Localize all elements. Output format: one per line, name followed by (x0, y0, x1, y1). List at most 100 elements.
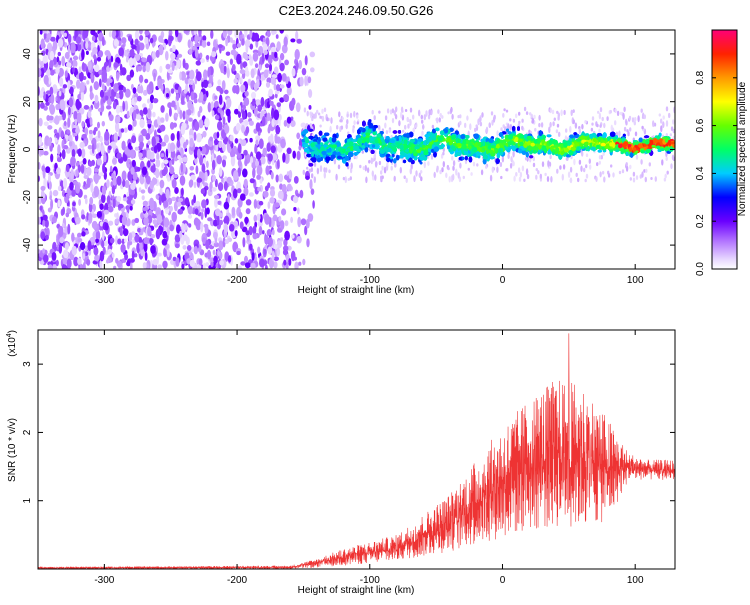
spectrogram-noise-cell (194, 121, 200, 132)
spectrogram-noise-cell (580, 165, 583, 172)
spectrogram-noise-cell (70, 42, 76, 54)
spectrogram-noise-cell (204, 224, 208, 234)
spectrogram-noise-cell (139, 141, 145, 148)
spectrogram-noise-cell (409, 107, 413, 113)
spectrogram-noise-cell (280, 220, 285, 231)
spectrogram-noise-cell (65, 164, 70, 173)
spectrogram-noise-cell (286, 183, 292, 191)
spectrogram-noise-cell (107, 205, 114, 213)
spectrogram-noise-cell (464, 122, 467, 128)
spectrogram-noise-cell (108, 31, 112, 38)
spectrogram-noise-cell (99, 203, 104, 210)
spectrogram-noise-cell (237, 111, 242, 118)
spectrogram-noise-cell (491, 166, 494, 173)
spectrogram-noise-cell (224, 239, 229, 244)
spectrogram-noise-cell (176, 201, 182, 207)
spectrogram-noise-cell (239, 69, 246, 75)
spectrogram-noise-cell (167, 68, 173, 74)
spectrogram-noise-cell (279, 62, 285, 72)
spectrogram-noise-cell (132, 87, 137, 94)
spectrogram-noise-cell (254, 63, 259, 69)
spectrogram-noise-cell (569, 125, 572, 133)
spectrogram-noise-cell (232, 42, 237, 50)
spectrogram-noise-cell (232, 40, 236, 45)
spectrogram-noise-cell (669, 133, 672, 137)
spectrogram-noise-cell (70, 168, 74, 180)
spectrogram-noise-cell (38, 68, 42, 78)
spectrogram-noise-cell (271, 74, 278, 79)
spectrogram-noise-cell (199, 106, 203, 113)
spectrogram-noise-cell (130, 167, 135, 175)
spectrogram-noise-cell (160, 105, 165, 113)
spectrogram-noise-cell (46, 115, 51, 121)
spectrogram-noise-cell (507, 123, 510, 130)
spectrogram-noise-cell (451, 155, 454, 161)
spectrogram-noise-cell (61, 222, 65, 229)
spectrogram-noise-cell (72, 104, 76, 110)
spectrogram-noise-cell (156, 152, 160, 161)
spectrogram-noise-cell (183, 141, 187, 150)
spectrogram-noise-cell (356, 114, 359, 119)
spectrogram-noise-cell (217, 79, 222, 86)
spectrogram-noise-cell (665, 106, 669, 112)
spectrogram-noise-cell (126, 149, 132, 157)
spectrogram-noise-cell (278, 215, 282, 222)
spectrogram-noise-cell (249, 178, 255, 184)
spectrogram-noise-cell (643, 114, 646, 120)
spectrogram-noise-cell (75, 216, 81, 225)
spectrogram-noise-cell (142, 103, 147, 109)
spectrogram-noise-cell (178, 86, 182, 95)
spectrogram-noise-cell (267, 246, 273, 255)
spectrogram-noise-cell (134, 253, 138, 258)
spectrogram-noise-cell (38, 117, 43, 127)
spectrogram-noise-cell (634, 117, 637, 122)
spectrogram-noise-cell (262, 230, 265, 235)
spectrogram-noise-cell (293, 256, 298, 261)
spectrogram-noise-cell (253, 32, 260, 42)
spectrogram-noise-cell (122, 228, 129, 237)
spectrogram-noise-cell (118, 84, 125, 91)
spectrogram-noise-cell (509, 124, 513, 130)
spectrogram-noise-cell (295, 61, 299, 71)
spectrogram-noise-cell (107, 78, 113, 83)
spectrogram-noise-cell (144, 30, 150, 36)
spectrogram-noise-cell (439, 113, 442, 117)
spectrogram-noise-cell (90, 182, 94, 193)
spectrogram-noise-cell (113, 38, 119, 47)
spectrogram-noise-cell (43, 150, 49, 156)
spectrogram-noise-cell (121, 215, 127, 226)
spectrogram-noise-cell (63, 145, 69, 150)
spectrogram-noise-cell (251, 101, 256, 107)
spectrogram-noise-cell (194, 156, 198, 165)
spectrogram-noise-cell (386, 108, 390, 114)
spectrogram-noise-cell (219, 219, 224, 226)
spectrogram-noise-cell (268, 237, 273, 247)
spectrogram-noise-cell (48, 181, 52, 190)
spectrogram-noise-cell (130, 199, 136, 205)
spectrogram-noise-cell (549, 121, 552, 128)
spectrogram-noise-cell (91, 220, 98, 230)
spectrogram-noise-cell (241, 38, 245, 46)
spectrogram-noise-cell (535, 174, 538, 180)
spectrogram-noise-cell (202, 79, 209, 89)
spectrogram-noise-cell (245, 208, 251, 215)
spectrogram-noise-cell (142, 89, 148, 96)
spectrogram-noise-cell (420, 114, 423, 120)
spectrogram-noise-cell (73, 256, 79, 267)
spectrogram-noise-cell (139, 242, 143, 251)
spectrogram-noise-cell (192, 82, 196, 91)
spectrogram-noise-cell (253, 214, 258, 222)
spectrogram-noise-cell (75, 36, 82, 44)
spectrogram-noise-cell (500, 127, 503, 132)
spectrogram-noise-cell (84, 183, 88, 190)
spectrogram-noise-cell (373, 153, 377, 159)
spectrogram-noise-cell (130, 261, 133, 269)
spectrogram-noise-cell (131, 250, 135, 260)
spectrogram-noise-cell (174, 112, 179, 118)
spectrogram-noise-cell (377, 125, 381, 130)
spectrogram-noise-cell (40, 102, 45, 109)
spectrogram-noise-cell (49, 69, 55, 76)
spectrogram-noise-cell (57, 199, 61, 208)
spectrogram-noise-cell (269, 188, 276, 197)
spectrogram-noise-cell (353, 110, 356, 118)
